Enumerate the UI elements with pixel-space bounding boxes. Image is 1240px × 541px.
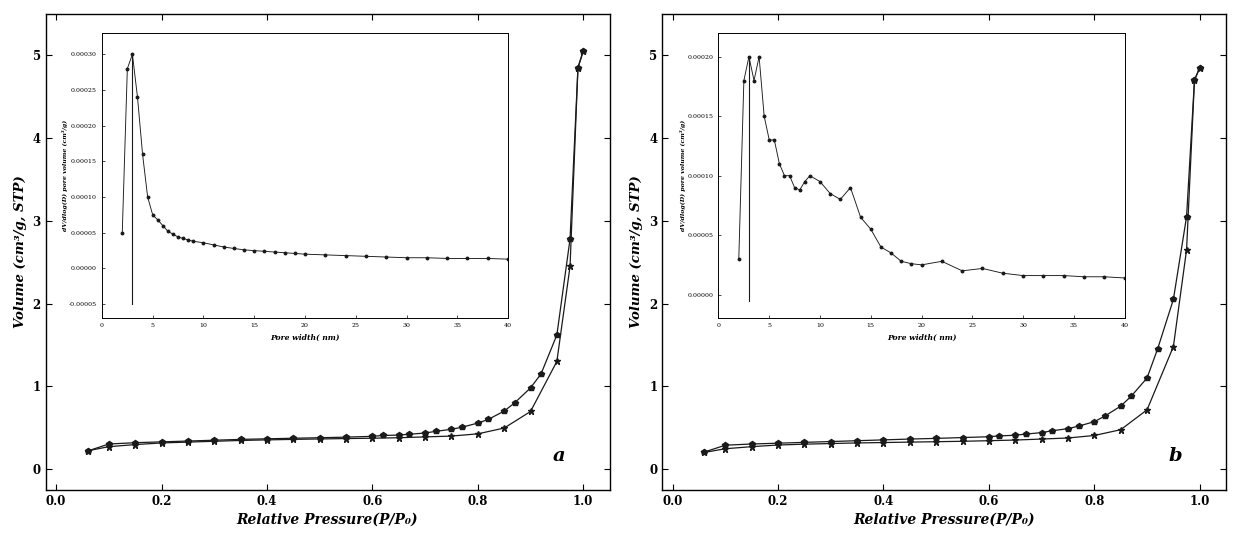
X-axis label: Relative Pressure(P/P₀): Relative Pressure(P/P₀): [853, 513, 1035, 527]
Y-axis label: Volume (cm³/g, STP): Volume (cm³/g, STP): [630, 175, 644, 328]
X-axis label: Relative Pressure(P/P₀): Relative Pressure(P/P₀): [237, 513, 418, 527]
Y-axis label: Volume (cm³/g, STP): Volume (cm³/g, STP): [14, 175, 27, 328]
Text: a: a: [553, 447, 565, 465]
Text: b: b: [1168, 447, 1182, 465]
